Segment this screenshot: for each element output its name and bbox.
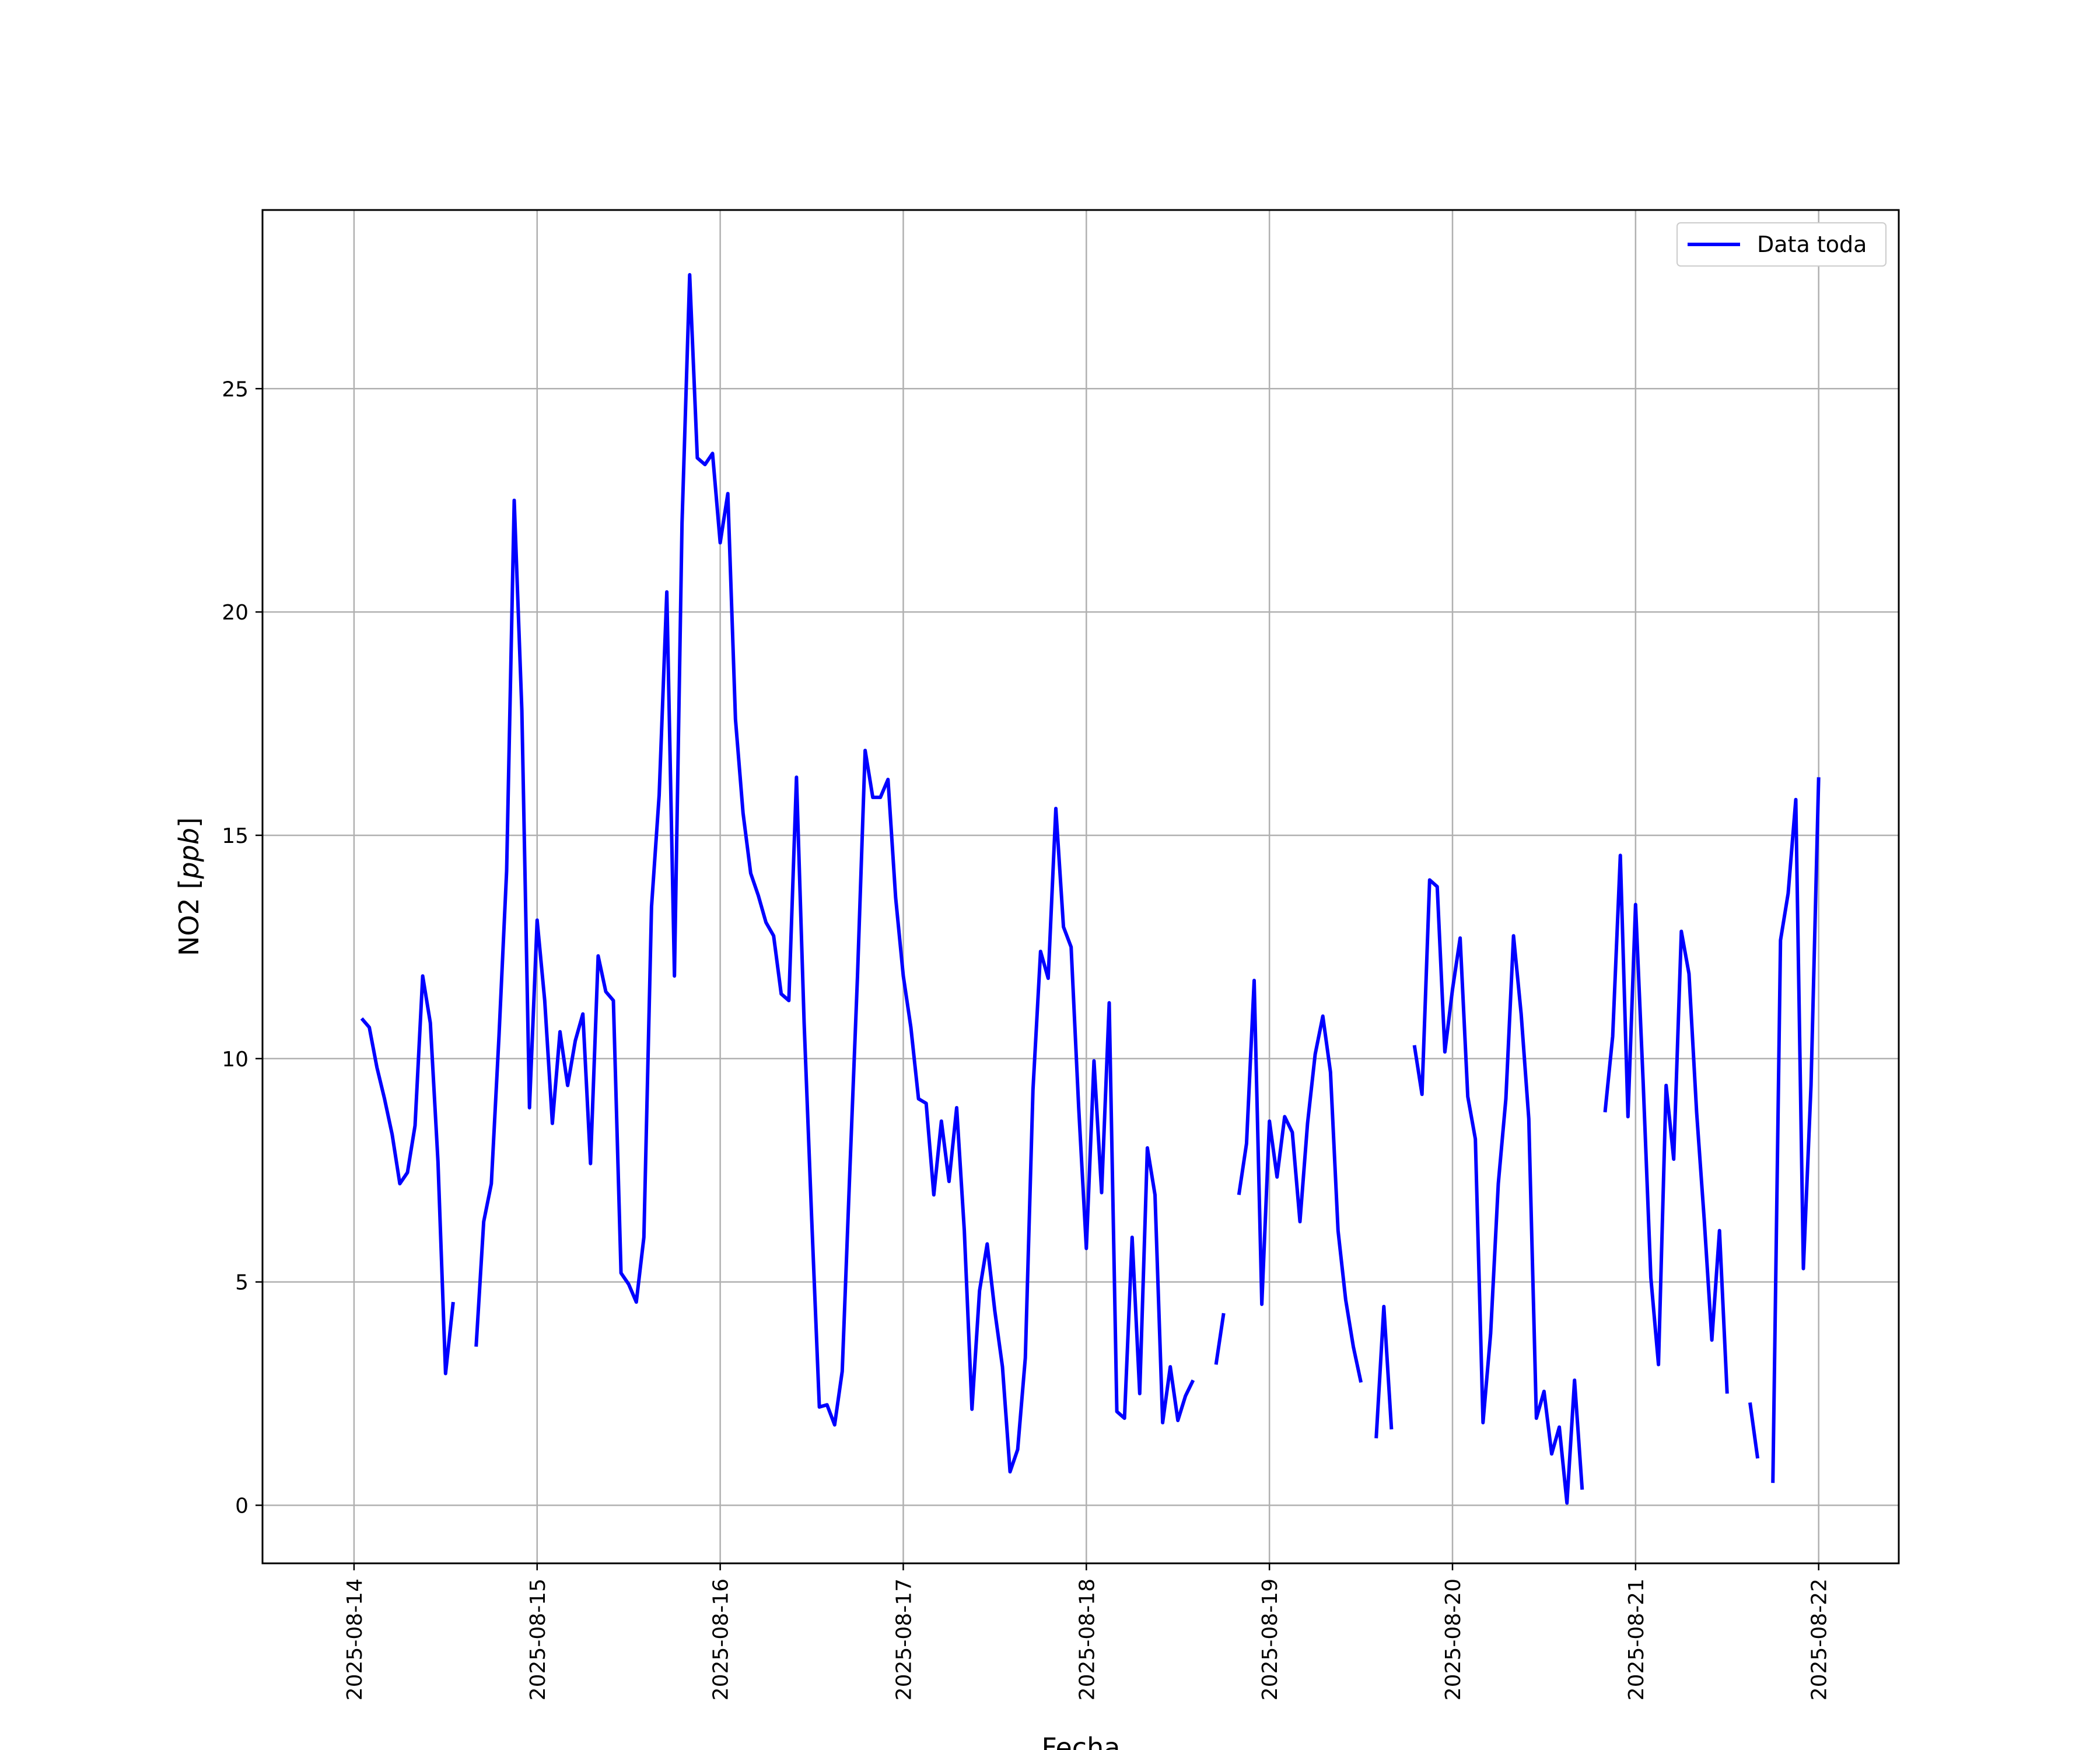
series-line-segment xyxy=(1412,878,1584,1505)
x-tick-label: 2025-08-18 xyxy=(1075,1578,1099,1700)
x-axis-ticks: 2025-08-14 2025-08-15 2025-08-16 2025-08-17… xyxy=(343,1563,1832,1700)
y-axis-title-unit: ppb xyxy=(173,828,205,880)
x-tick-label: 2025-08-17 xyxy=(892,1578,916,1700)
y-tick-label: 15 xyxy=(222,824,249,848)
series-line-segment xyxy=(474,273,1195,1474)
data-series-lines xyxy=(360,273,1821,1505)
x-tick-label: 2025-08-15 xyxy=(526,1578,550,1700)
grid-lines xyxy=(262,210,1899,1563)
x-tick-label: 2025-08-19 xyxy=(1258,1578,1282,1700)
y-tick-label: 10 xyxy=(222,1048,249,1072)
series-line-segment xyxy=(1748,1402,1760,1459)
y-axis-ticks: 0 5 10 15 20 25 xyxy=(222,377,262,1518)
y-tick-label: 5 xyxy=(235,1271,249,1295)
legend-box xyxy=(1676,222,1887,267)
series-line-segment xyxy=(1771,777,1821,1483)
x-tick-label: 2025-08-14 xyxy=(343,1578,367,1700)
y-tick-label: 20 xyxy=(222,601,249,625)
series-line-segment xyxy=(1603,853,1729,1394)
plot-frame xyxy=(261,209,1900,1564)
y-axis-title-close: ] xyxy=(173,817,205,828)
y-tick-label: 0 xyxy=(235,1494,249,1518)
x-axis-title: Fecha xyxy=(1042,1732,1121,1750)
x-tick-label: 2025-08-16 xyxy=(709,1578,733,1700)
legend: Data toda xyxy=(1676,222,1887,267)
x-tick-label: 2025-08-20 xyxy=(1441,1578,1465,1700)
series-line-segment xyxy=(1214,1312,1226,1365)
y-axis-title: NO2 [ppb] xyxy=(173,817,205,956)
y-tick-label: 25 xyxy=(222,377,249,401)
series-line-segment xyxy=(1374,1304,1394,1438)
series-line-segment xyxy=(1237,978,1363,1383)
legend-label: Data toda xyxy=(1757,232,1867,257)
series-line-segment xyxy=(360,974,455,1376)
x-tick-label: 2025-08-21 xyxy=(1625,1578,1648,1700)
x-tick-label: 2025-08-22 xyxy=(1808,1578,1832,1700)
y-axis-title-main: NO2 [ xyxy=(173,879,205,956)
